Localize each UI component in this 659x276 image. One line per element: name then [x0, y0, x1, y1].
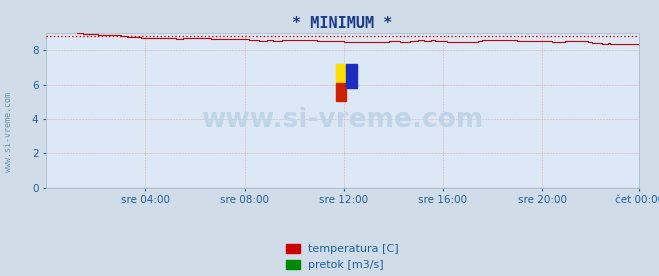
Bar: [335, 83, 346, 101]
Text: www.si-vreme.com: www.si-vreme.com: [202, 107, 484, 133]
Legend: temperatura [C], pretok [m3/s]: temperatura [C], pretok [m3/s]: [282, 240, 403, 275]
Title: * MINIMUM *: * MINIMUM *: [293, 15, 393, 31]
Text: www.si-vreme.com: www.si-vreme.com: [4, 92, 13, 172]
Bar: [346, 64, 357, 88]
Bar: [335, 64, 346, 83]
